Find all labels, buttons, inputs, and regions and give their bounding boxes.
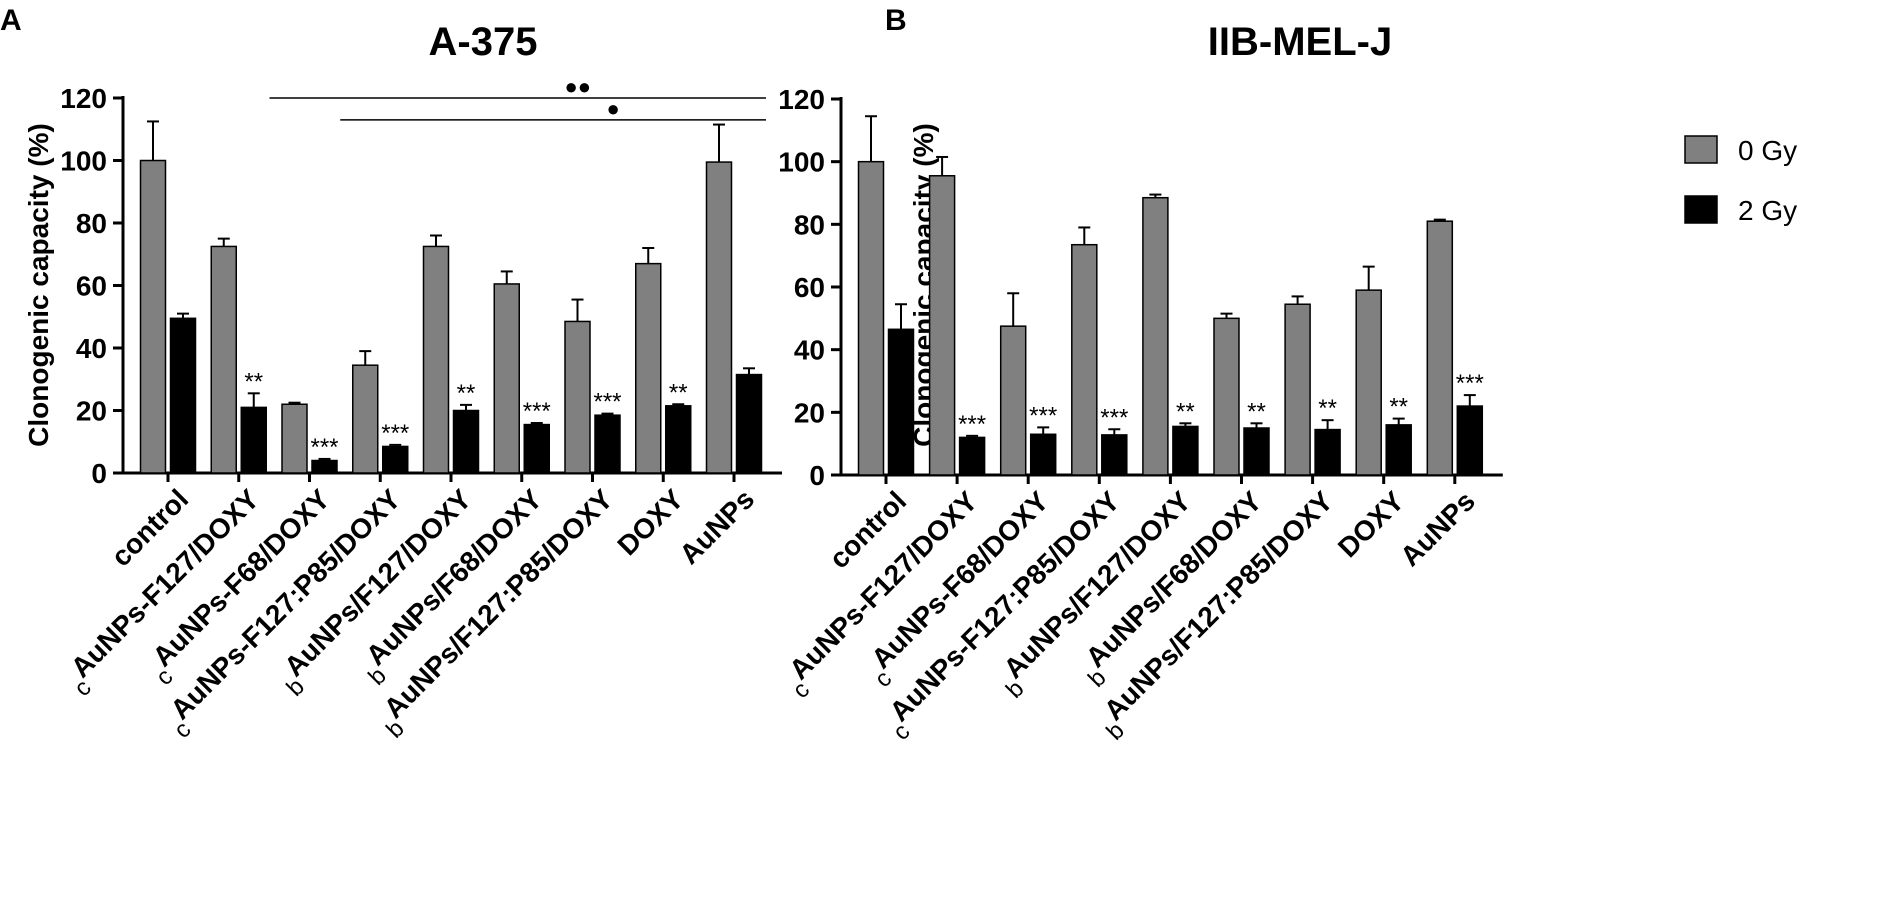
panel-b-bar-2gy: [1243, 427, 1270, 476]
panel-a-y-tick-label: 40: [76, 333, 107, 364]
panel-b-plot: 020406080100120control***cAuNPs-F127/DOX…: [778, 84, 1503, 745]
legend-swatch-2gy: [1684, 195, 1718, 224]
panel-b-bar-2gy: [887, 328, 915, 476]
panel-b-bar-0gy: [999, 325, 1027, 476]
panel-b-y-tick-label: 0: [809, 460, 825, 491]
panel-a-x-tick-label: AuNPs: [673, 483, 760, 570]
panel-b-significance-label: **: [1389, 394, 1408, 421]
panel-a-title: A-375: [429, 20, 538, 64]
panel-b-y-tick-label: 100: [778, 147, 825, 178]
panel-a-bar-2gy: [311, 459, 338, 474]
panel-a-bar-0gy: [422, 245, 450, 474]
panel-b-bar-0gy: [1284, 303, 1311, 476]
panel-a-bar-0gy: [281, 403, 308, 474]
panel-a-comparison-symbol: ●: [606, 96, 619, 121]
panel-a-significance-label: **: [244, 368, 263, 395]
panel-b-bar-2gy: [1314, 428, 1341, 476]
panel-a-y-axis-label: Clonogenic capacity (%): [23, 123, 54, 447]
panel-a-significance-label: ***: [593, 389, 621, 416]
panel-b-bar-0gy: [1071, 243, 1098, 476]
panel-a-bar-2gy: [452, 409, 480, 474]
panel-a-significance-label: ***: [523, 398, 551, 425]
panel-b-x-tick-label: AuNPs: [1394, 485, 1481, 572]
panel-a-bar-0gy: [493, 283, 520, 474]
panel-a-y-tick-label: 0: [91, 458, 107, 489]
panel-b-bar-0gy: [1355, 289, 1382, 476]
panel-b-significance-label: **: [1176, 398, 1195, 425]
panel-a-bar-2gy: [735, 373, 763, 474]
panel-b-y-tick-label: 120: [778, 84, 825, 115]
panel-b-bar-0gy: [1426, 220, 1454, 476]
panel-b-bar-2gy: [1101, 434, 1128, 476]
panel-a-bar-0gy: [705, 161, 733, 474]
panel-a-significance-label: **: [669, 379, 688, 406]
panel-a-y-tick-label: 80: [76, 208, 107, 239]
panel-a-bar-2gy: [382, 445, 409, 474]
panel-b-bar-2gy: [1172, 425, 1199, 476]
panel-b-bar-0gy: [928, 175, 956, 476]
panel-a-y-tick-label: 120: [60, 83, 107, 114]
panel-a-bar-0gy: [139, 159, 167, 474]
panel-b-bar-0gy: [857, 160, 885, 476]
panel-a-significance-label: ***: [310, 434, 338, 461]
panel-b-y-tick-label: 80: [794, 209, 825, 240]
panel-b-bar-2gy: [958, 436, 986, 476]
panel-a-bar-0gy: [564, 320, 591, 474]
panel-a-y-tick-label: 20: [76, 396, 107, 427]
panel-b-bar-2gy: [1385, 424, 1412, 476]
panel-a-bar-2gy: [169, 317, 197, 474]
panel-a-bar-0gy: [635, 262, 662, 474]
panel-b-significance-label: **: [1247, 398, 1266, 425]
panel-b-significance-label: ***: [1456, 370, 1484, 397]
panel-a-x-tick-label-text: AuNPs: [673, 483, 760, 570]
panel-a-significance-label: ***: [381, 420, 409, 447]
panel-b-bar-2gy: [1456, 405, 1484, 476]
panel-a-bar-2gy: [523, 423, 550, 474]
panel-a: A A-375 Clonogenic capacity (%) 0 20 40 60 8…: [0, 4, 782, 743]
legend-label-0gy: 0 Gy: [1738, 135, 1797, 166]
legend-swatch-0gy: [1684, 135, 1718, 164]
legend: 0 Gy 2 Gy: [1684, 135, 1797, 226]
panel-a-significance-label: **: [457, 380, 476, 407]
panel-a-bar-2gy: [594, 414, 621, 474]
panel-a-bar-0gy: [352, 364, 379, 474]
panel-b-bar-0gy: [1142, 196, 1169, 476]
panel-b-significance-label: ***: [1100, 404, 1128, 431]
panel-b-y-tick-label: 40: [794, 335, 825, 366]
panel-b-title: IIB-MEL-J: [1208, 20, 1392, 64]
panel-b: B IIB-MEL-J Clonogenic capacity (%) 0204…: [778, 4, 1503, 745]
panel-b-x-tick-label-text: AuNPs: [1394, 485, 1481, 572]
panel-b-bar-0gy: [1213, 317, 1240, 476]
panel-a-bar-2gy: [665, 405, 692, 474]
panel-b-significance-label: **: [1318, 395, 1337, 422]
panel-b-significance-label: ***: [1029, 402, 1057, 429]
panel-a-letter: A: [0, 4, 22, 37]
panel-a-bar-2gy: [240, 406, 267, 474]
panel-b-y-tick-label: 60: [794, 272, 825, 303]
panel-a-comparison-symbol: ●●: [564, 74, 591, 99]
panel-a-y-tick-label: 100: [60, 146, 107, 177]
panel-a-y-tick-label: 60: [76, 271, 107, 302]
legend-label-2gy: 2 Gy: [1738, 195, 1797, 226]
panel-b-significance-label: ***: [958, 411, 986, 438]
panel-b-y-tick-label: 20: [794, 397, 825, 428]
panel-b-bar-2gy: [1029, 433, 1057, 476]
panel-a-bar-0gy: [210, 245, 237, 474]
panel-b-letter: B: [885, 4, 907, 37]
panel-a-plot: 020406080100120control**cAuNPs-F127/DOXY…: [60, 74, 782, 743]
